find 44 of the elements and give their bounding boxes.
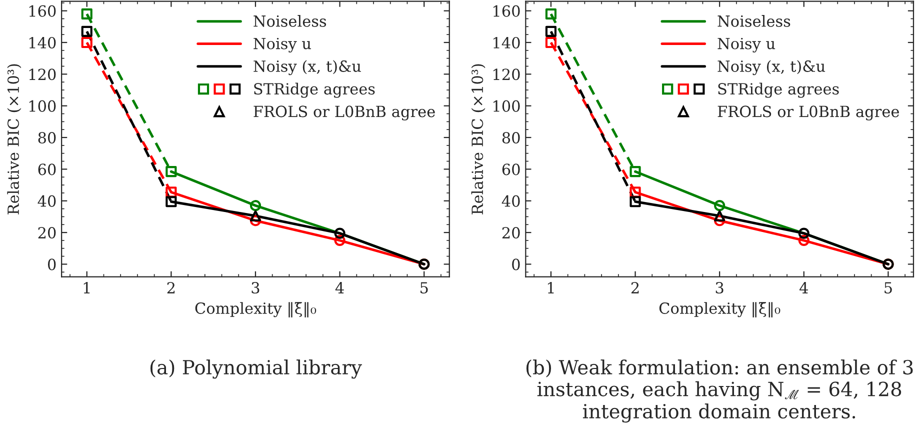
legend-label: STRidge agrees — [718, 82, 839, 98]
legend-label: Noiseless — [254, 15, 326, 27]
x-axis-title: Complexity ‖ξ̄‖₀ — [659, 302, 780, 318]
x-tick-label: 3 — [252, 282, 260, 294]
y-tick-label: 100 — [494, 100, 520, 112]
legend-label: Noiseless — [718, 15, 790, 27]
y-tick-label: 160 — [29, 5, 56, 17]
x-tick-label: 1 — [548, 282, 554, 294]
y-tick-label: 80 — [38, 132, 56, 144]
legend-label: Noisy u — [718, 38, 776, 52]
y-tick-label: 120 — [29, 68, 56, 80]
y-tick-label: 20 — [38, 226, 56, 239]
x-tick-label: 2 — [167, 282, 175, 294]
y-tick-label: 140 — [494, 36, 520, 49]
y-tick-label: 60 — [502, 164, 520, 176]
legend-label: Noisy (x, t)&u — [718, 60, 826, 76]
text: (a) Polynomial library — [150, 360, 362, 379]
x-tick-label: 5 — [884, 282, 892, 294]
y-tick-label: 120 — [494, 68, 520, 80]
y-tick-label: 140 — [29, 36, 56, 49]
y-tick-label: 0 — [48, 258, 56, 270]
y-axis-title: Relative BIC (×10³) — [471, 64, 486, 214]
y-tick-label: 40 — [38, 195, 56, 207]
text: (b) Weak formulation: an ensemble of 3 instances, each having N$_{ℳ}$ = 64, 128 integration domain centers. — [526, 360, 913, 423]
legend-label: FROLS or L0BnB agree — [718, 106, 899, 120]
x-tick-label: 2 — [631, 282, 639, 294]
y-tick-label: 60 — [38, 164, 56, 176]
y-tick-label: 40 — [502, 195, 520, 207]
legend-label: Noisy u — [254, 38, 311, 52]
x-tick-label: 3 — [716, 282, 724, 294]
legend-label: FROLS or L0BnB agree — [254, 106, 435, 120]
y-tick-label: 100 — [29, 100, 56, 112]
y-tick-label: 0 — [512, 258, 520, 270]
legend-label: STRidge agrees — [254, 82, 375, 98]
x-tick-label: 4 — [335, 282, 344, 294]
legend-label: Noisy (x, t)&u — [254, 60, 361, 76]
y-axis-title: Relative BIC (×10³) — [7, 64, 22, 214]
y-tick-label: 80 — [502, 132, 520, 144]
y-tick-label: 160 — [494, 5, 520, 17]
x-tick-label: 4 — [799, 282, 808, 294]
x-axis-title: Complexity ‖ξ̄‖₀ — [195, 302, 316, 318]
x-tick-label: 5 — [420, 282, 428, 294]
y-tick-label: 20 — [502, 226, 520, 239]
x-tick-label: 1 — [84, 282, 90, 294]
